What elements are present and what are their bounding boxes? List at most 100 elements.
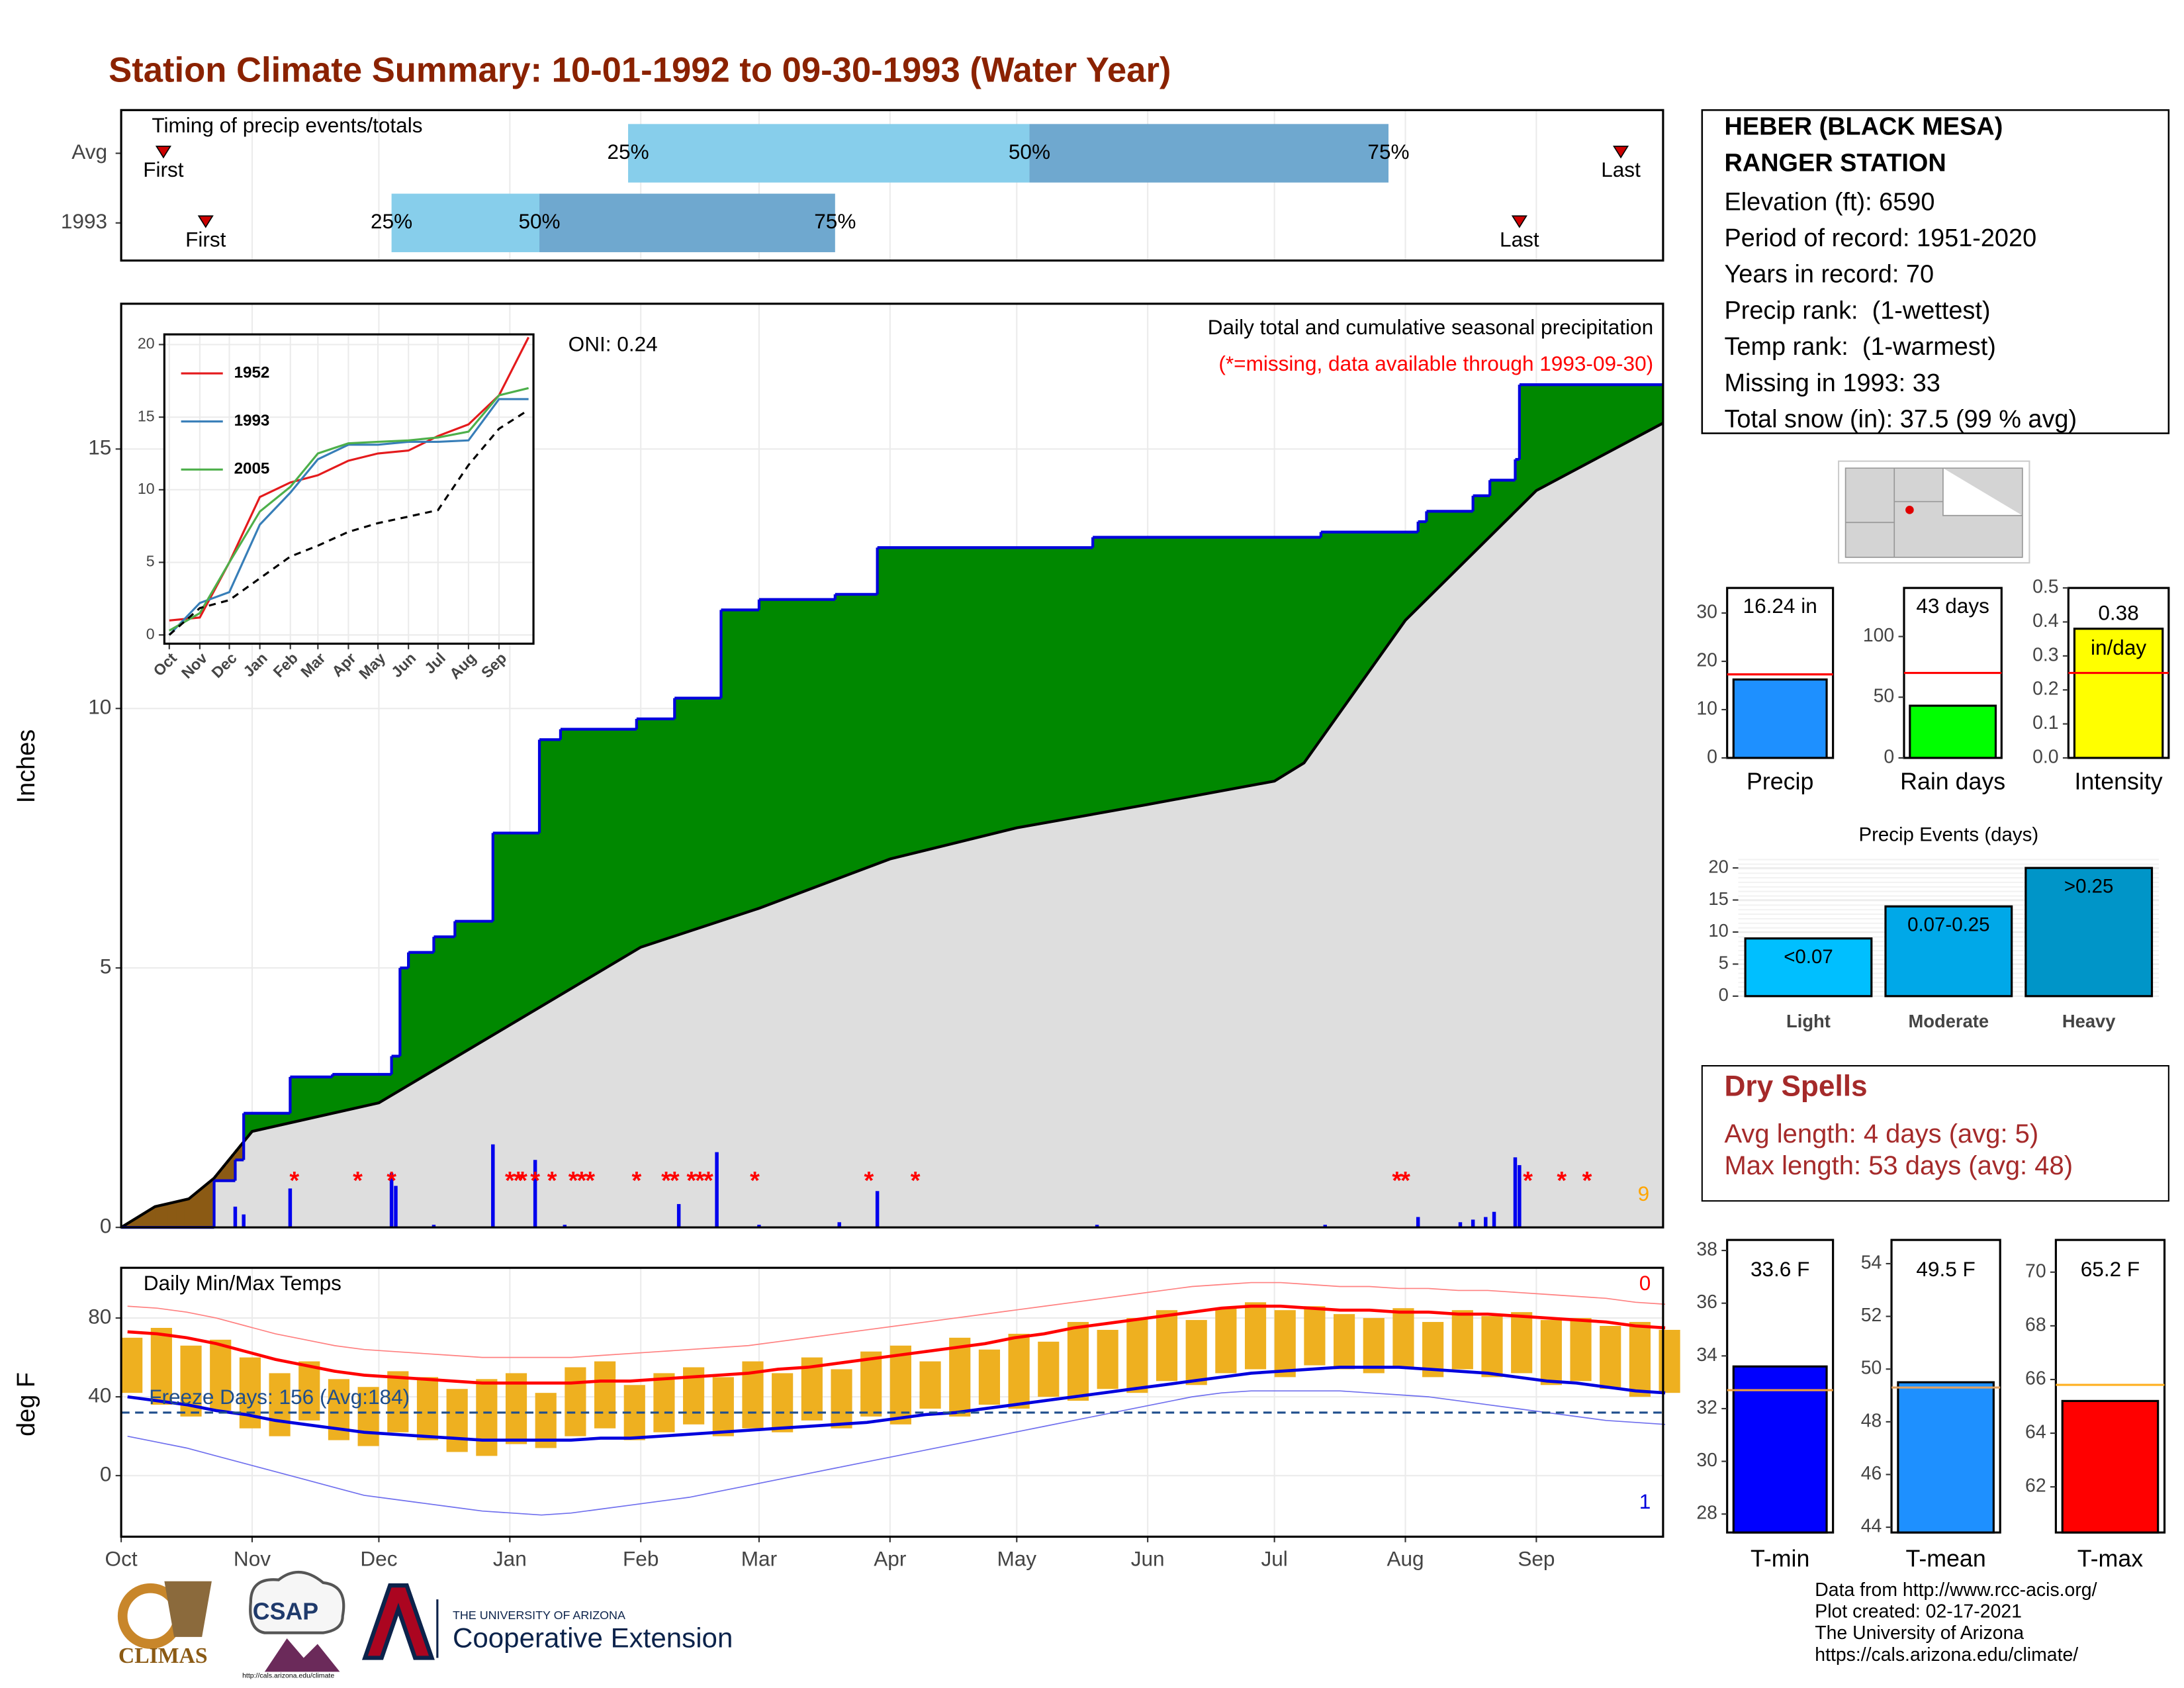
bar <box>1732 678 1828 759</box>
deficit <box>201 1186 206 1228</box>
temp-bar <box>978 1349 1001 1405</box>
chart-title: Precip Events (days) <box>1858 824 2038 846</box>
dry-spells-title: Dry Spells <box>1724 1070 1867 1102</box>
deficit <box>218 1170 223 1181</box>
timing-label: First <box>143 158 184 181</box>
y-tick-label: 38 <box>1696 1239 1717 1260</box>
deficit <box>189 1197 194 1228</box>
daily-bar <box>394 1186 398 1228</box>
temp-bar <box>416 1377 439 1440</box>
legend-label: 1993 <box>234 412 270 430</box>
temp-bar <box>298 1361 320 1421</box>
missing-marker: * <box>353 1167 363 1195</box>
category-label: Intensity <box>2074 768 2162 794</box>
y-tick-label: 0 <box>1707 746 1717 767</box>
x-tick-label: Oct <box>105 1547 138 1571</box>
y-tick-label: 0.1 <box>2032 712 2058 733</box>
station-line: Missing in 1993: 33 <box>1724 369 1940 397</box>
deficit <box>138 1215 143 1228</box>
deficit <box>142 1213 148 1228</box>
temp-line <box>127 1304 1666 1385</box>
deficit <box>176 1201 181 1228</box>
y-tick-label: 52 <box>1861 1305 1882 1326</box>
oni: ONI: 0.24 <box>569 332 658 355</box>
plot-frame <box>120 109 1664 262</box>
temp-bar <box>831 1369 852 1429</box>
category-label: Light <box>1786 1011 1831 1031</box>
units-label: in/day <box>2091 635 2146 659</box>
footer-line: https://cals.arizona.edu/climate/ <box>1815 1644 2078 1665</box>
station-line: Temp rank: (1-warmest) <box>1724 333 1995 361</box>
missing-marker: * <box>1392 1167 1402 1195</box>
temp-bar <box>653 1373 675 1432</box>
timing-bar <box>1029 124 1388 183</box>
avg-area <box>121 423 1663 1228</box>
y-tick-label: 30 <box>1696 602 1717 623</box>
y-tick-label: 44 <box>1861 1516 1882 1537</box>
daily-bar <box>715 1152 719 1228</box>
deficit <box>146 1210 152 1228</box>
temp-bar <box>1156 1310 1178 1382</box>
temp-bar <box>1097 1329 1118 1389</box>
daily-bar <box>533 1160 537 1228</box>
temp-bar <box>150 1327 172 1405</box>
y-tick-label: 50 <box>1874 686 1895 707</box>
temp-line <box>127 1282 1666 1358</box>
timing-marker <box>197 215 214 228</box>
deficit <box>125 1223 130 1228</box>
y-axis-label: Inches <box>13 729 40 804</box>
daily-bar <box>389 1172 394 1228</box>
logos <box>117 1570 439 1672</box>
daily-bar <box>875 1191 880 1228</box>
timing-label: First <box>185 227 226 251</box>
missing-marker: * <box>631 1167 641 1195</box>
temp-bar <box>446 1389 468 1452</box>
bar <box>2025 867 2154 998</box>
logo-text: THE UNIVERSITY OF ARIZONA <box>453 1609 625 1622</box>
missing-marker: * <box>695 1167 705 1195</box>
missing-marker: * <box>387 1167 396 1195</box>
temp-line <box>127 1366 1666 1442</box>
corner-note: 9 <box>1638 1182 1650 1205</box>
dry-spells-box <box>1701 1064 2169 1202</box>
value-label: 49.5 F <box>1916 1257 1975 1281</box>
chart-title: Daily Min/Max Temps <box>144 1271 341 1295</box>
value-label: 0.38 <box>2098 601 2138 625</box>
logo-text: CSAP <box>253 1599 318 1625</box>
daily-bar <box>233 1206 238 1228</box>
bar-annotation: >0.25 <box>2064 875 2114 897</box>
daily-bar <box>1416 1217 1420 1228</box>
bar-annotation: 0.07-0.25 <box>1907 914 1989 936</box>
deficit <box>231 1154 236 1181</box>
station-line: Elevation (ft): 6590 <box>1724 188 1934 216</box>
daily-bar <box>676 1203 681 1228</box>
x-tick-label: Mar <box>741 1547 777 1571</box>
y-tick-label: 10 <box>138 480 155 497</box>
deficit <box>159 1205 164 1228</box>
deficit <box>226 1160 232 1181</box>
temp-bar <box>1481 1316 1503 1378</box>
missing-marker: * <box>661 1167 671 1195</box>
temp-bar <box>772 1373 794 1432</box>
temp-bar <box>1126 1318 1148 1393</box>
deficit <box>193 1194 198 1228</box>
temp-bar <box>210 1339 232 1411</box>
footer-line: The University of Arizona <box>1815 1622 2024 1644</box>
missing-marker: * <box>686 1167 696 1195</box>
missing-marker: * <box>547 1167 557 1195</box>
x-tick-label: Dec <box>360 1547 397 1571</box>
legend-label: 1952 <box>234 363 270 381</box>
freeze-label: Freeze Days: 156 (Avg:184) <box>149 1385 410 1409</box>
row-label: Avg <box>71 140 107 164</box>
legend-label: 2005 <box>234 460 270 478</box>
category-label: T-max <box>2077 1546 2143 1572</box>
temp-bar <box>1334 1314 1355 1370</box>
station-line: HEBER (BLACK MESA) <box>1724 113 2003 141</box>
daily-bar <box>1323 1225 1327 1228</box>
deficit <box>214 1175 219 1181</box>
timing-label: 25% <box>371 209 412 233</box>
y-tick-label: 64 <box>2025 1422 2046 1443</box>
y-tick-label: 0.4 <box>2032 610 2058 632</box>
bar <box>2061 1399 2160 1534</box>
deficit <box>184 1199 189 1228</box>
